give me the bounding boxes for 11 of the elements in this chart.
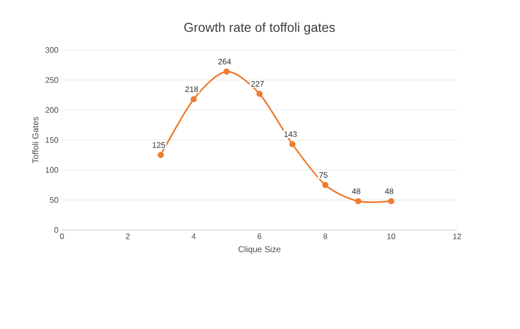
point: [223, 68, 230, 75]
point: [388, 198, 394, 204]
chart-title: Growth rate of toffoli gates: [184, 22, 335, 35]
point: [190, 96, 197, 102]
point: [256, 90, 263, 97]
point: [158, 152, 164, 158]
y-axis-title: Toffoli Gates: [32, 116, 38, 164]
point: [289, 141, 296, 148]
point: [322, 182, 328, 188]
point: [355, 198, 362, 204]
x-axis-title: Clique Size: [238, 246, 281, 254]
